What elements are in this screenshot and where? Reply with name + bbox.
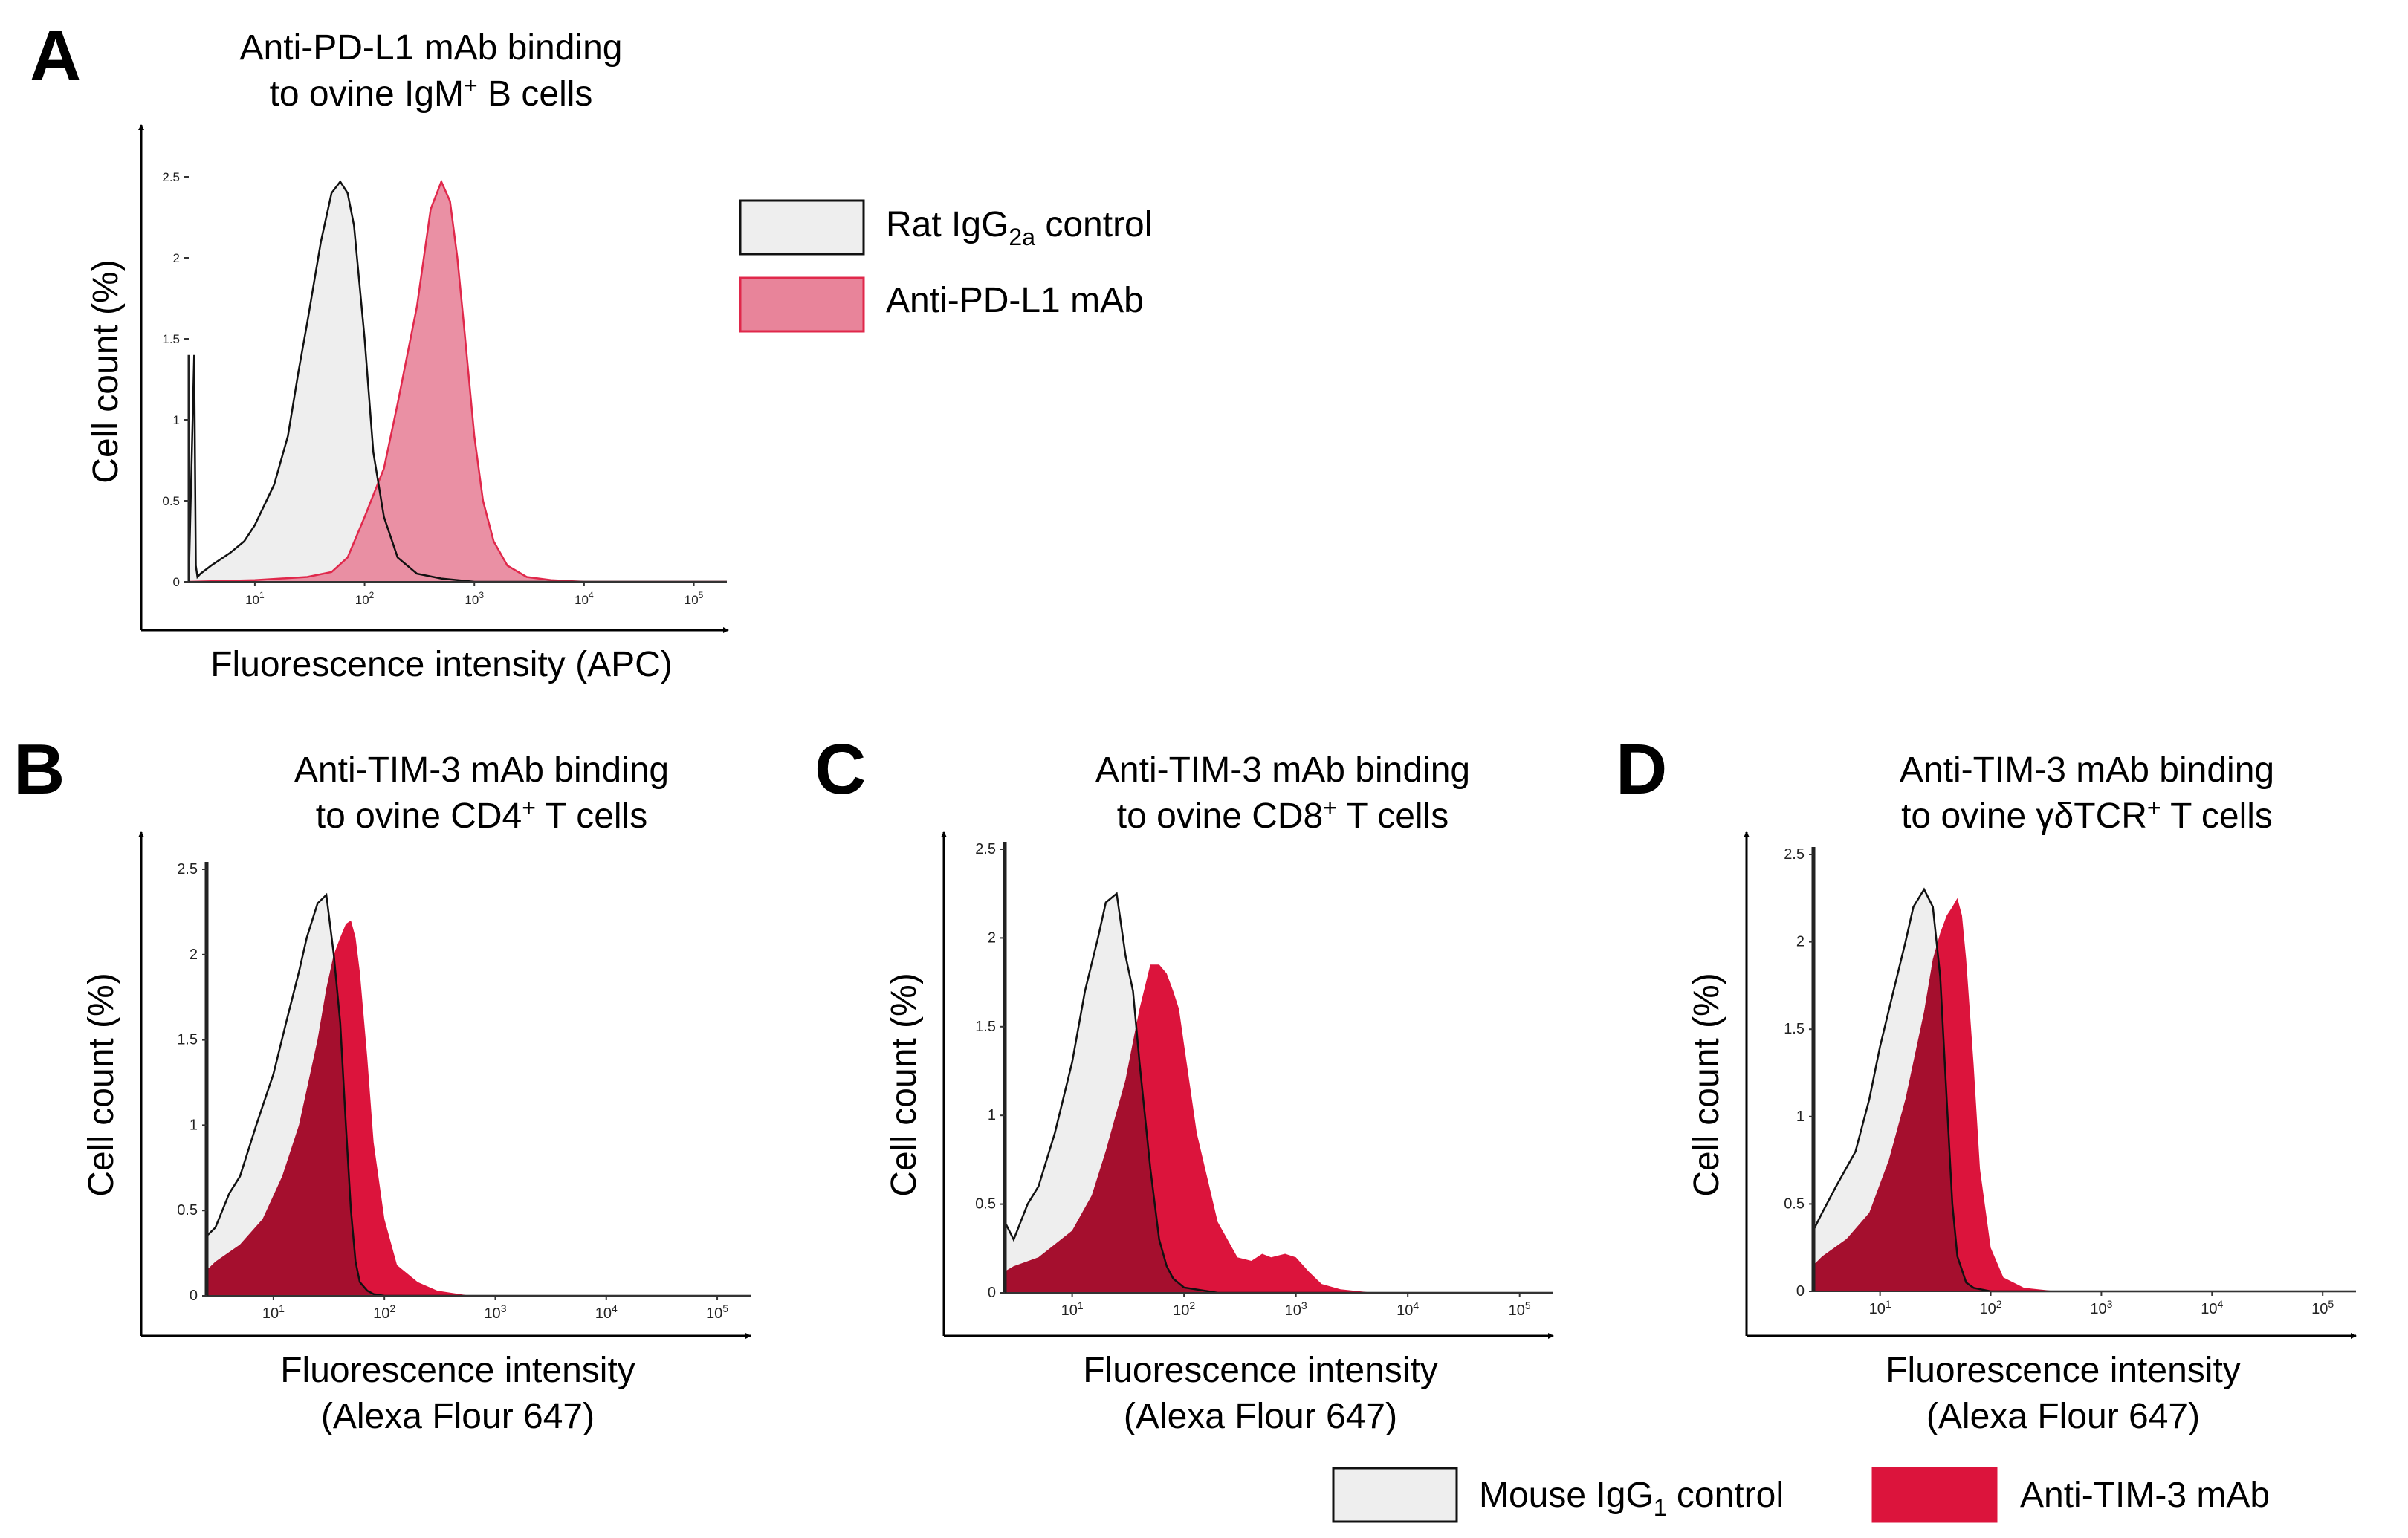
ytick-label-c: 2 (988, 929, 996, 946)
xtick-label-d: 103 (2090, 1298, 2112, 1317)
xtick-label-d: 102 (1980, 1298, 2002, 1317)
plot-d: 0 0.5 1 1.5 2 2.5 101 102 103 104 105 (1744, 831, 2357, 1339)
ytick-label-c: 2.5 (975, 841, 996, 857)
series-control-line-a (187, 180, 727, 583)
ytick-label-d: 2 (1796, 934, 1805, 950)
panel-label-a: A (30, 16, 81, 96)
series-control-line-c (1003, 892, 1553, 1294)
legend-bcd: Mouse IgG1 control Anti-TIM-3 mAb (1332, 1467, 2270, 1523)
xtick-label-a: 104 (575, 590, 594, 607)
ytick-label-d: 0.5 (1784, 1195, 1805, 1212)
panel-a-title-line1: Anti-PD-L1 mAb binding (240, 28, 623, 68)
panel-a-xlabel: Fluorescence intensity (APC) (210, 645, 673, 684)
ytick-label-a: 0 (173, 575, 180, 589)
ytick-label-d: 1 (1796, 1109, 1805, 1125)
panel-d: D Anti-TIM-3 mAb binding to ovine γδTCR+… (1616, 730, 2274, 1436)
xtick-label-b: 102 (373, 1302, 395, 1322)
xtick-label-a: 101 (245, 590, 265, 607)
panel-b-title-line1: Anti-TIM-3 mAb binding (294, 750, 669, 790)
legend-bcd-control-label: Mouse IgG1 control (1479, 1476, 1784, 1521)
legend-a-antibody-label: Anti-PD-L1 mAb (886, 281, 1144, 320)
series-antibody-line-a (188, 179, 727, 583)
series-antibody-area-a (189, 181, 727, 582)
series-control-area-a (189, 181, 727, 582)
ytick-label-a: 2 (173, 251, 180, 265)
panel-c-xlabel: Fluorescence intensity (1083, 1351, 1438, 1390)
panel-c-ylabel: Cell count (%) (884, 973, 924, 1196)
panel-d-xlabel-line2: (Alexa Flour 647) (1926, 1397, 2200, 1436)
xtick-label-c: 102 (1173, 1299, 1195, 1319)
ytick-label-c: 0.5 (975, 1196, 996, 1213)
legend-bcd-control-swatch (1332, 1467, 1458, 1523)
xtick-label-d: 101 (1869, 1298, 1891, 1317)
ytick-label-d: 1.5 (1784, 1021, 1805, 1037)
ytick-label-b: 1 (190, 1117, 198, 1133)
ytick-label-a: 2.5 (162, 170, 180, 184)
ytick-label-b: 2 (190, 947, 198, 963)
legend-a-control-swatch (739, 199, 865, 256)
ytick-label-c: 1.5 (975, 1019, 996, 1035)
plot-c: 0 0.5 1 1.5 2 2.5 101 102 103 104 105 (941, 831, 1554, 1339)
panel-c-title-line1: Anti-TIM-3 mAb binding (1095, 750, 1470, 790)
ytick-label-d: 2.5 (1784, 846, 1805, 863)
panel-c: C Anti-TIM-3 mAb binding to ovine CD8+ T… (815, 730, 1470, 1436)
legend-bcd-antibody-label: Anti-TIM-3 mAb (2020, 1476, 2270, 1515)
panel-a: A Anti-PD-L1 mAb binding to ovine IgM+ B… (30, 16, 673, 684)
ytick-label-b: 0.5 (177, 1202, 198, 1219)
panel-b: B Anti-TIM-3 mAb binding to ovine CD4+ T… (13, 730, 669, 1436)
xtick-label-d: 105 (2311, 1298, 2334, 1317)
panel-b-xlabel-line2: (Alexa Flour 647) (321, 1397, 595, 1436)
xtick-label-c: 101 (1061, 1299, 1084, 1319)
panel-c-title-line2: to ovine CD8+ T cells (1117, 794, 1449, 836)
panel-d-title-line2: to ovine γδTCR+ T cells (1901, 794, 2273, 836)
ytick-label-c: 1 (988, 1107, 996, 1123)
ytick-label-b: 2.5 (177, 861, 198, 877)
plot-b: 0 0.5 1 1.5 2 2.5 101 102 103 104 105 (138, 831, 751, 1339)
legend-bcd-antibody-swatch (1871, 1467, 1998, 1523)
xtick-label-d: 104 (2201, 1298, 2223, 1317)
ytick-label-a: 1 (173, 413, 180, 427)
panel-label-b: B (13, 730, 65, 809)
ytick-label-d: 0 (1796, 1283, 1805, 1299)
panel-a-title-line2: to ovine IgM+ B cells (270, 72, 593, 114)
ytick-label-b: 0 (190, 1288, 198, 1304)
panel-d-title-line1: Anti-TIM-3 mAb binding (1900, 750, 2274, 790)
panel-label-c: C (815, 730, 866, 809)
ytick-label-c: 0 (988, 1285, 996, 1301)
series-control-line-d (1812, 887, 2356, 1293)
panel-label-d: D (1616, 730, 1667, 809)
xtick-label-b: 104 (595, 1302, 618, 1322)
panel-d-ylabel: Cell count (%) (1687, 973, 1726, 1196)
xtick-label-c: 105 (1509, 1299, 1531, 1319)
ytick-label-b: 1.5 (177, 1032, 198, 1048)
xtick-label-c: 104 (1396, 1299, 1419, 1319)
plot-a: 0 0.5 1 1.5 2 2.5 101 102 103 104 105 (138, 124, 729, 633)
panel-a-ylabel: Cell count (%) (86, 259, 126, 483)
ytick-label-a: 0.5 (162, 494, 180, 508)
panel-d-xlabel: Fluorescence intensity (1886, 1351, 2241, 1390)
series-control-line-b (206, 892, 751, 1297)
xtick-label-b: 101 (262, 1302, 285, 1322)
panel-b-ylabel: Cell count (%) (82, 973, 121, 1196)
legend-a: Rat IgG2a control Anti-PD-L1 mAb (739, 199, 1152, 333)
xtick-label-a: 105 (684, 590, 704, 607)
legend-a-antibody-swatch (739, 276, 865, 333)
panel-c-xlabel-line2: (Alexa Flour 647) (1124, 1397, 1397, 1436)
xtick-label-a: 102 (355, 590, 375, 607)
panel-b-xlabel: Fluorescence intensity (280, 1351, 635, 1390)
ytick-label-a: 1.5 (162, 332, 180, 346)
legend-a-control-label: Rat IgG2a control (886, 205, 1152, 250)
xtick-label-b: 103 (484, 1302, 506, 1322)
panel-b-title-line2: to ovine CD4+ T cells (316, 794, 647, 836)
xtick-label-a: 103 (465, 590, 484, 607)
xtick-label-b: 105 (706, 1302, 728, 1322)
xtick-label-c: 103 (1285, 1299, 1307, 1319)
